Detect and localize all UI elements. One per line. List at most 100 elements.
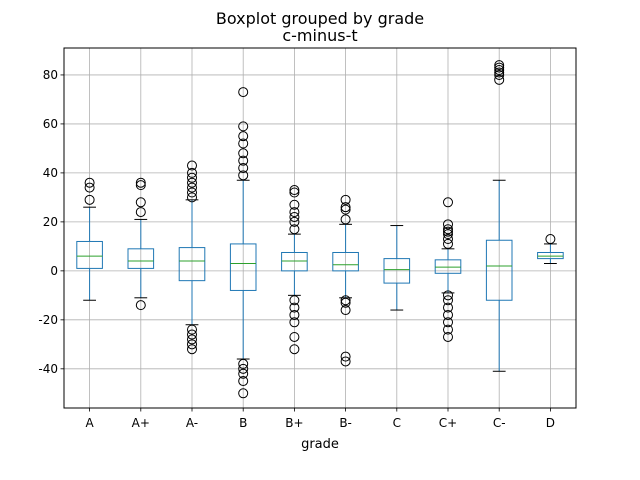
outlier-point — [289, 199, 300, 210]
outlier-point — [443, 324, 453, 335]
outlier-point — [187, 192, 197, 203]
outlier-point — [443, 331, 453, 342]
outlier-point — [340, 204, 351, 215]
outlier-point — [238, 87, 249, 98]
iqr-box — [485, 239, 513, 301]
x-tick-label: B+ — [285, 416, 303, 430]
outlier-point — [443, 197, 453, 208]
outlier-point — [238, 170, 249, 181]
outlier-point — [289, 302, 300, 313]
outlier-point — [289, 224, 300, 235]
iqr-box — [332, 251, 359, 272]
outlier-point — [494, 69, 505, 80]
outlier-point — [289, 344, 300, 355]
outlier-point — [84, 194, 95, 205]
outlier-point — [443, 317, 453, 328]
outlier-point — [494, 65, 505, 76]
outlier-point — [238, 368, 249, 379]
outlier-point — [187, 324, 197, 335]
outlier-point — [545, 234, 556, 245]
outlier-point — [443, 295, 453, 306]
outlier-point — [135, 207, 146, 218]
boxes-group — [76, 60, 564, 399]
iqr-box — [537, 251, 564, 260]
outlier-point — [443, 224, 453, 235]
outlier-point — [443, 238, 453, 249]
x-tick-label: D — [546, 416, 555, 430]
outlier-point — [135, 197, 146, 208]
box-B- — [332, 194, 359, 367]
outlier-point — [340, 351, 351, 362]
x-tick-label: A+ — [132, 416, 150, 430]
outlier-point — [238, 163, 249, 173]
outlier-point — [238, 363, 249, 374]
outlier-point — [289, 216, 300, 227]
outlier-point — [187, 344, 197, 355]
outlier-point — [187, 182, 197, 193]
y-tick-label: 80 — [43, 68, 58, 82]
outlier-point — [289, 211, 300, 222]
x-tick-label: B — [239, 416, 247, 430]
outlier-point — [494, 62, 505, 73]
iqr-box — [383, 258, 411, 284]
y-tick-label: -20 — [38, 313, 58, 327]
outlier-point — [187, 160, 197, 171]
outlier-point — [494, 60, 505, 71]
outlier-point — [187, 167, 197, 178]
outlier-point — [238, 148, 249, 159]
outlier-point — [443, 219, 453, 230]
box-A — [76, 177, 103, 301]
tick-labels-group: -40 -20 0 20 40 60 80 A A+ A- B B+ B- C C+ C- D — [38, 68, 555, 430]
box-B+ — [281, 185, 308, 355]
outlier-point — [494, 67, 505, 78]
outlier-point — [238, 121, 249, 132]
y-tick-label: 20 — [43, 215, 58, 229]
box-A- — [178, 160, 206, 355]
iqr-box — [281, 251, 308, 272]
outlier-point — [289, 185, 300, 196]
y-tick-label: 0 — [50, 264, 58, 278]
outlier-point — [443, 229, 453, 240]
y-tick-label: 60 — [43, 117, 58, 131]
outlier-point — [340, 202, 351, 213]
outlier-point — [84, 177, 95, 188]
outlier-point — [443, 302, 453, 313]
y-tick-label: -40 — [38, 362, 58, 376]
outlier-point — [289, 207, 300, 218]
outlier-point — [84, 182, 95, 193]
outlier-point — [135, 180, 146, 191]
box-A+ — [127, 177, 155, 311]
outlier-point — [187, 334, 197, 345]
outlier-point — [238, 358, 249, 369]
x-tick-label: A- — [186, 416, 198, 430]
outlier-point — [135, 177, 146, 188]
x-axis-label: grade — [301, 437, 339, 452]
outlier-point — [289, 331, 300, 342]
outlier-point — [238, 131, 249, 142]
outlier-point — [289, 187, 300, 198]
outlier-point — [340, 214, 351, 225]
outlier-point — [289, 309, 300, 320]
box-C — [383, 225, 411, 311]
outlier-point — [340, 194, 351, 205]
plot-frame — [63, 47, 577, 409]
outlier-point — [187, 187, 197, 198]
y-tick-label: 40 — [43, 166, 58, 180]
iqr-box — [76, 240, 103, 269]
outlier-point — [443, 309, 453, 320]
outlier-point — [340, 356, 351, 367]
outlier-point — [187, 329, 197, 340]
outlier-point — [135, 300, 146, 311]
suptitle: Boxplot grouped by grade — [216, 9, 424, 28]
x-tick-label: A — [85, 416, 94, 430]
outlier-point — [238, 155, 249, 166]
chart-title: c-minus-t — [282, 26, 357, 45]
outlier-point — [187, 172, 197, 183]
outlier-point — [443, 226, 453, 237]
iqr-box — [178, 247, 206, 282]
outlier-point — [340, 297, 351, 308]
outlier-point — [340, 295, 351, 306]
outlier-point — [443, 234, 453, 245]
box-D — [537, 234, 564, 265]
